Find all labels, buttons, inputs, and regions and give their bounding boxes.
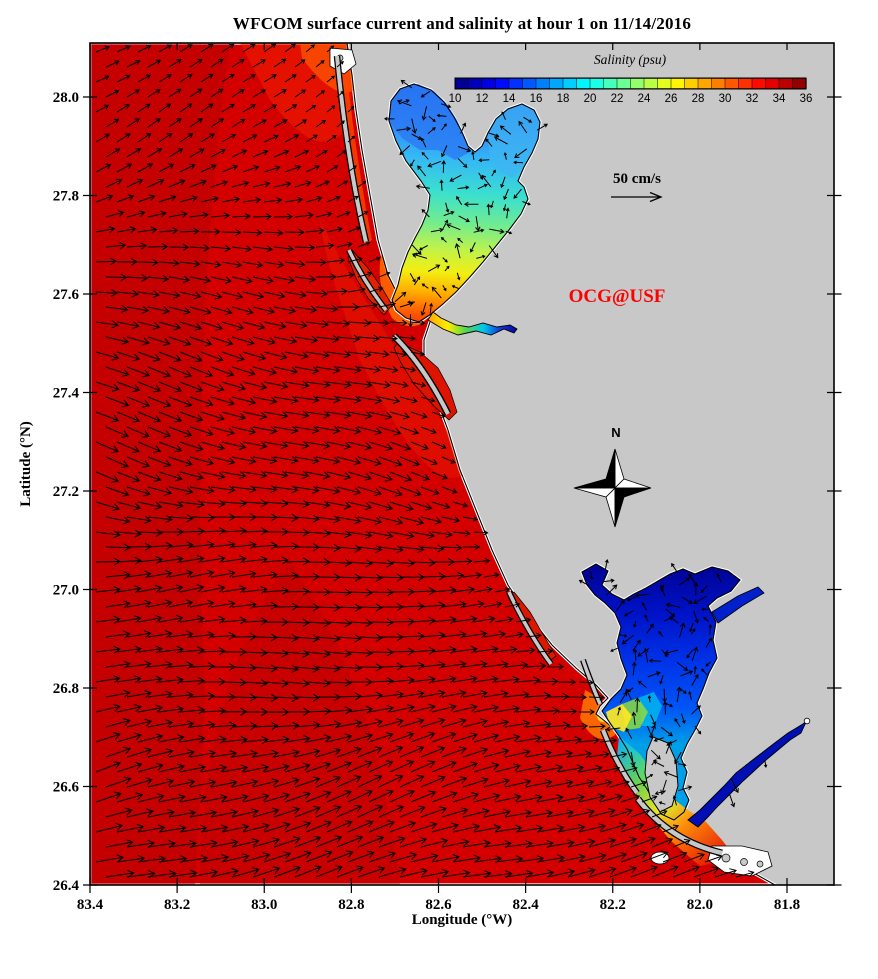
- svg-text:24: 24: [638, 93, 651, 105]
- watermark: OCG@USF: [569, 286, 666, 307]
- svg-text:82.2: 82.2: [600, 897, 626, 913]
- colorbar: Salinity (psu) 10 12 14 16 18 20 22 24 26 28 30 32 3…: [449, 52, 813, 105]
- svg-text:27.2: 27.2: [53, 484, 79, 500]
- figure-title: WFCOM surface current and salinity at ho…: [232, 14, 692, 33]
- colorbar-border: [454, 77, 807, 90]
- svg-text:34: 34: [773, 93, 786, 105]
- plot-frame: [89, 42, 835, 886]
- svg-text:83.4: 83.4: [77, 897, 104, 913]
- svg-text:27.8: 27.8: [53, 189, 79, 205]
- svg-text:12: 12: [476, 93, 489, 105]
- x-axis-label: Longitude (°W): [412, 912, 513, 928]
- current-vectors: [95, 43, 768, 879]
- svg-text:26: 26: [665, 93, 678, 105]
- estero-bay: [707, 845, 773, 877]
- svg-text:81.8: 81.8: [774, 897, 800, 913]
- caloosahatchee-river: [687, 720, 808, 828]
- scale-arrow-label: 50 cm/s: [613, 171, 661, 187]
- velocity-scale-legend: 50 cm/s: [611, 171, 663, 203]
- compass-north-label: N: [611, 425, 620, 440]
- svg-text:30: 30: [719, 93, 732, 105]
- svg-text:26.6: 26.6: [53, 780, 80, 796]
- axis-tick-labels: 83.4 83.2 83.0 82.8 82.6 82.4 82.2 82.0 81.8 26.4…: [53, 90, 800, 913]
- old-tampa-bay: [388, 84, 470, 160]
- pine-island: [644, 736, 679, 813]
- svg-text:36: 36: [800, 93, 813, 105]
- colorbar-segments: [454, 78, 807, 89]
- svg-text:28.0: 28.0: [53, 90, 79, 106]
- svg-text:83.0: 83.0: [251, 897, 277, 913]
- charlotte-harbor-water: [582, 564, 740, 820]
- harbor-mouth-plume: [606, 704, 632, 732]
- svg-text:18: 18: [557, 93, 570, 105]
- svg-text:83.2: 83.2: [164, 897, 190, 913]
- colorbar-tick-labels: 10 12 14 16 18 20 22 24 26 28 30 32 34 36: [449, 93, 813, 105]
- y-axis-label: Latitude (°N): [18, 421, 34, 507]
- svg-text:14: 14: [503, 93, 516, 105]
- upper-caloosahatchee: [711, 586, 765, 624]
- svg-text:20: 20: [584, 93, 597, 105]
- hillsborough-bay: [487, 104, 540, 178]
- barrier-islands: [333, 55, 723, 857]
- svg-text:27.6: 27.6: [53, 287, 80, 303]
- compass-rose: N: [573, 425, 652, 528]
- plot-area: [90, 43, 834, 885]
- scale-arrow-icon: [611, 191, 663, 203]
- manatee-river: [427, 311, 518, 336]
- svg-text:10: 10: [449, 93, 462, 105]
- svg-text:28: 28: [692, 93, 705, 105]
- axis-ticks: [83, 43, 842, 893]
- colorbar-title: Salinity (psu): [594, 52, 667, 67]
- svg-text:16: 16: [530, 93, 543, 105]
- svg-text:82.6: 82.6: [425, 897, 452, 913]
- svg-text:26.4: 26.4: [53, 878, 80, 894]
- svg-text:82.0: 82.0: [687, 897, 713, 913]
- svg-text:32: 32: [746, 93, 759, 105]
- svg-text:22: 22: [611, 93, 624, 105]
- svg-text:82.8: 82.8: [338, 897, 364, 913]
- svg-text:27.4: 27.4: [53, 386, 80, 402]
- svg-text:26.8: 26.8: [53, 681, 79, 697]
- svg-text:27.0: 27.0: [53, 583, 79, 599]
- charlotte-harbor-region: [580, 562, 811, 866]
- svg-text:82.4: 82.4: [513, 897, 540, 913]
